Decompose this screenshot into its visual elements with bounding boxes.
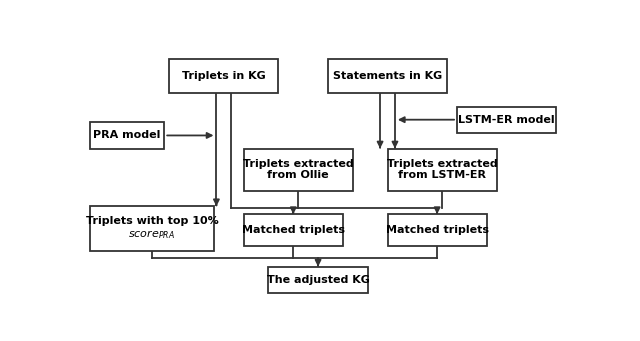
Text: Triplets extracted
from Ollie: Triplets extracted from Ollie [243, 159, 354, 180]
FancyBboxPatch shape [388, 149, 497, 191]
Text: PRA model: PRA model [93, 131, 161, 140]
FancyBboxPatch shape [328, 59, 447, 93]
FancyBboxPatch shape [269, 267, 368, 293]
Text: Triplets in KG: Triplets in KG [182, 71, 266, 81]
Text: The adjusted KG: The adjusted KG [267, 275, 369, 285]
FancyBboxPatch shape [169, 59, 278, 93]
Text: Triplets extracted
from LSTM-ER: Triplets extracted from LSTM-ER [387, 159, 497, 180]
FancyBboxPatch shape [388, 214, 487, 246]
Text: Matched triplets: Matched triplets [242, 225, 345, 235]
Text: Statements in KG: Statements in KG [333, 71, 442, 81]
FancyBboxPatch shape [244, 149, 353, 191]
FancyBboxPatch shape [244, 214, 343, 246]
FancyBboxPatch shape [90, 122, 164, 149]
Text: LSTM-ER model: LSTM-ER model [458, 115, 555, 125]
FancyBboxPatch shape [457, 106, 556, 133]
FancyBboxPatch shape [90, 206, 214, 251]
Text: Matched triplets: Matched triplets [386, 225, 488, 235]
Text: Triplets with top 10%
$\mathit{score}_{PRA}$: Triplets with top 10% $\mathit{score}_{P… [86, 216, 218, 241]
